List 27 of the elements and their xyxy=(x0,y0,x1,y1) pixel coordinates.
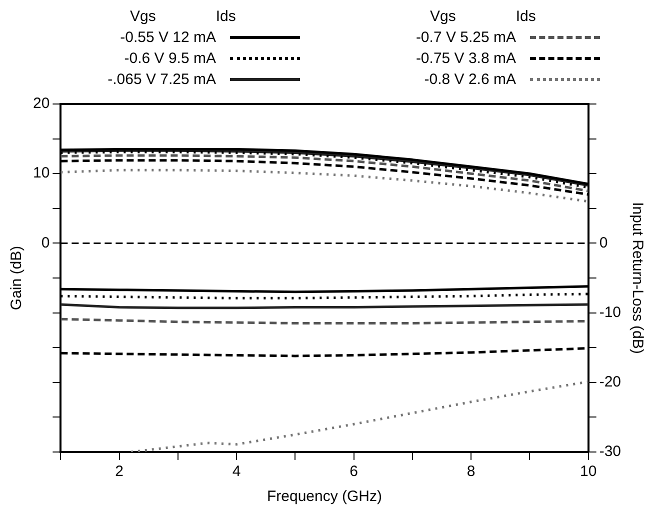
y2-tick-label: -10 xyxy=(599,304,622,321)
x-tick-label: 4 xyxy=(232,463,241,480)
legend-label: -0.7 V 5.25 mA xyxy=(416,29,516,46)
x-axis-title: Frequency (GHz) xyxy=(266,488,382,506)
x-tick-label: 2 xyxy=(115,463,124,480)
text: Ids xyxy=(216,8,236,25)
y2-axis-title: Input Return-Loss (dB) xyxy=(628,202,646,354)
y2-tick-label: -30 xyxy=(599,443,622,460)
x-tick-label: 6 xyxy=(350,463,358,480)
legend-label: -0.55 V 12 mA xyxy=(120,29,216,46)
text: Ids xyxy=(516,8,536,25)
text: Vgs xyxy=(430,8,456,25)
legend-label: -.065 V 7.25 mA xyxy=(108,71,216,88)
x-tick-label: 8 xyxy=(466,463,476,480)
y2-tick-label: -20 xyxy=(599,374,622,391)
line-series xyxy=(130,380,588,452)
legend-label: -0.75 V 3.8 mA xyxy=(416,50,516,67)
x-tick-label: 10 xyxy=(580,463,597,480)
legend-label: -0.6 V 9.5 mA xyxy=(124,50,216,67)
legend-label: -0.8 V 2.6 mA xyxy=(424,71,516,88)
y-axis-title: Gain (dB) xyxy=(8,246,26,310)
y2-tick-label: 0 xyxy=(599,234,608,252)
y-tick-label: 0 xyxy=(41,234,50,252)
text: Vgs xyxy=(130,8,156,25)
line-series xyxy=(60,168,588,203)
y-tick-label: 10 xyxy=(32,164,50,182)
y-tick-label: 20 xyxy=(32,95,50,112)
